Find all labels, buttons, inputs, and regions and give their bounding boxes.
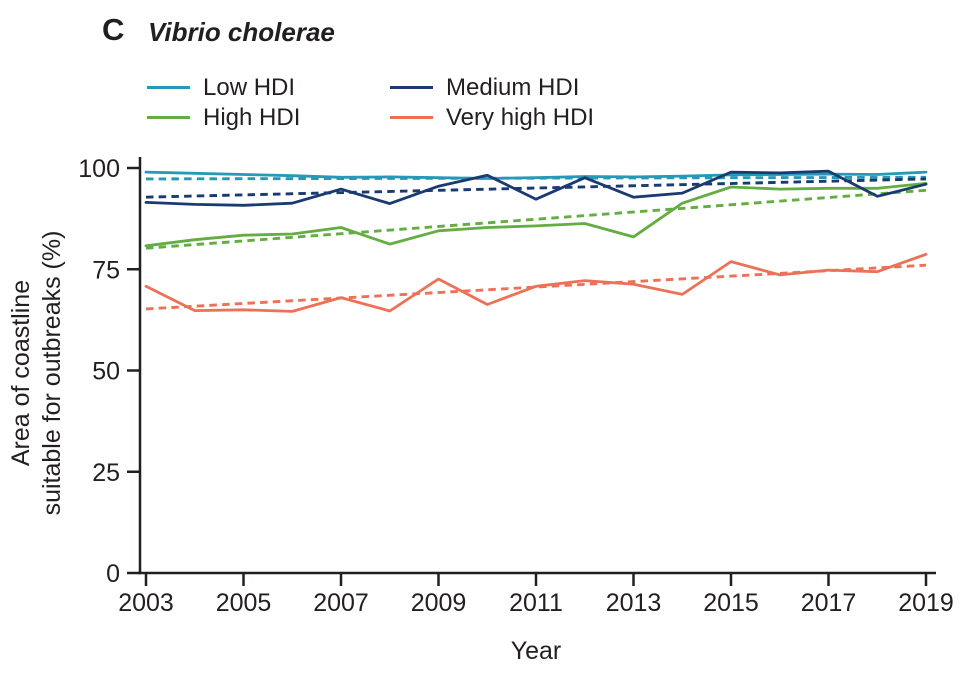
very-high-hdi-line-swatch-icon: [390, 116, 433, 119]
trend-line-low-hdi: [145, 175, 927, 181]
x-tick-label: 2011: [509, 589, 563, 617]
legend-label-medium-hdi: Medium HDI: [446, 73, 580, 101]
legend-item-low-hdi: Low HDI: [147, 73, 390, 102]
series-line-very-high-hdi: [144, 252, 928, 313]
y-tick-label: 75: [92, 256, 120, 284]
x-tick-label: 2019: [898, 589, 954, 617]
x-axis-label: Year: [511, 637, 562, 665]
x-tick-label: 2005: [216, 589, 272, 617]
medium-hdi-line-swatch-icon: [390, 86, 433, 89]
y-tick-label: 100: [78, 155, 120, 183]
high-hdi-line-swatch-icon: [147, 116, 190, 119]
trend-line-high-hdi: [145, 188, 927, 250]
x-tick-label: 2015: [703, 589, 759, 617]
legend-item-medium-hdi: Medium HDI: [390, 73, 594, 102]
series-line-medium-hdi: [144, 169, 928, 207]
low-hdi-line-swatch-icon: [147, 86, 190, 89]
trend-line-medium-hdi: [145, 177, 927, 199]
series-line-low-hdi: [144, 170, 928, 180]
page-title: Vibrio cholerae: [148, 17, 335, 47]
chart-legend: Low HDI Medium HDI High HDI Very high HD…: [147, 73, 594, 132]
legend-label-high-hdi: High HDI: [203, 103, 301, 131]
y-tick-label: 0: [106, 560, 120, 588]
x-tick-label: 2017: [801, 589, 857, 617]
legend-label-very-high-hdi: Very high HDI: [446, 103, 595, 131]
x-tick-label: 2013: [606, 589, 662, 617]
x-tick-label: 2009: [411, 589, 467, 617]
x-tick-label: 2003: [118, 589, 174, 617]
series-line-high-hdi: [144, 181, 928, 248]
legend-item-very-high-hdi: Very high HDI: [390, 103, 594, 132]
legend-item-high-hdi: High HDI: [147, 103, 390, 132]
x-tick-label: 2007: [313, 589, 369, 617]
y-tick-label: 25: [92, 459, 120, 487]
y-tick-label: 50: [92, 358, 120, 386]
legend-label-low-hdi: Low HDI: [203, 73, 296, 101]
panel-letter: C: [102, 12, 125, 47]
